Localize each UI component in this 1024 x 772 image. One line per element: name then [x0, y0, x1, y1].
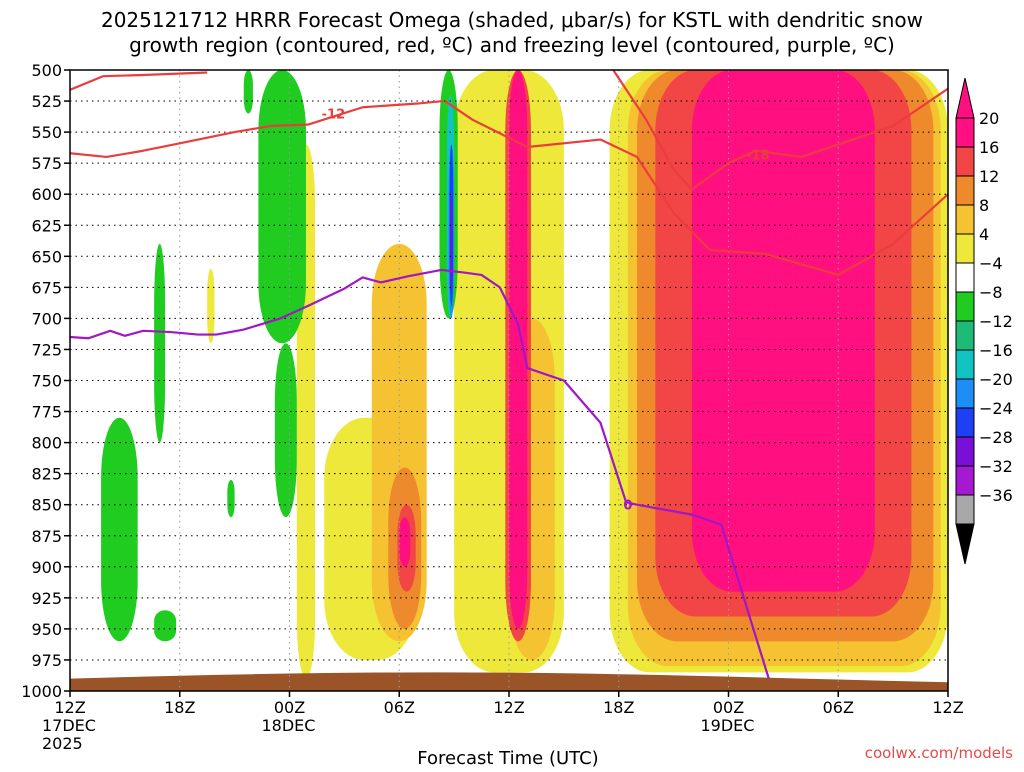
y-tick-label-575: 575 — [31, 154, 62, 173]
y-tick-label-875: 875 — [31, 527, 62, 546]
x-tick-label-18-0: 06Z — [384, 698, 415, 717]
colorbar-label-8: −16 — [979, 341, 1013, 360]
omega-region-28 — [691, 70, 875, 592]
colorbar-label-6: −8 — [979, 283, 1003, 302]
colorbar-label-2: 12 — [979, 167, 999, 186]
omega-region-3 — [101, 417, 138, 642]
credit-text: coolwx.com/models — [865, 744, 1013, 762]
grid-lines — [70, 70, 948, 691]
colorbar-label-1: 16 — [979, 138, 999, 157]
y-tick-label-950: 950 — [31, 620, 62, 639]
colorbar-swatch-13 — [955, 494, 975, 525]
axes: 500 525 550 575 600 625 650 675 700 725 750 775 800 8… — [21, 61, 963, 753]
omega-region-18 — [509, 70, 528, 629]
y-tick-label-1000: 1000 — [21, 682, 62, 701]
x-tick-label-0-2: 2025 — [42, 734, 83, 753]
dgz-label-minus18: -18 — [746, 148, 770, 163]
colorbar-label-12: −32 — [979, 457, 1013, 476]
colorbar-swatch-1 — [955, 146, 975, 177]
omega-region-6 — [243, 70, 253, 114]
colorbar-swatch-7 — [955, 320, 975, 351]
y-tick-label-550: 550 — [31, 123, 62, 142]
chart-title-line1: 2025121712 HRRR Forecast Omega (shaded, … — [101, 8, 923, 32]
colorbar-swatch-4 — [955, 233, 975, 264]
dgz-contour-1 — [70, 99, 444, 159]
omega-shading — [101, 70, 948, 679]
y-tick-label-525: 525 — [31, 92, 62, 111]
colorbar-swatch-12 — [955, 465, 975, 496]
y-tick-label-675: 675 — [31, 278, 62, 297]
y-tick-label-600: 600 — [31, 185, 62, 204]
x-tick-label-0-1: 17DEC — [42, 716, 96, 735]
y-tick-label-825: 825 — [31, 465, 62, 484]
y-tick-label-700: 700 — [31, 309, 62, 328]
x-axis-label: Forecast Time (UTC) — [417, 748, 598, 768]
omega-region-1 — [258, 70, 306, 344]
colorbar-swatch-11 — [955, 436, 975, 467]
omega-region-14 — [399, 517, 411, 567]
y-tick-label-900: 900 — [31, 558, 62, 577]
dgz-label-minus12: -12 — [322, 107, 346, 122]
x-tick-label-24-0: 12Z — [493, 698, 524, 717]
dgz-contour-0 — [70, 71, 208, 91]
freezing-level-line — [70, 268, 770, 679]
x-tick-label-48-0: 12Z — [932, 698, 963, 717]
omega-region-5 — [154, 243, 166, 443]
x-tick-label-0-0: 12Z — [54, 698, 85, 717]
colorbar-top-arrow — [955, 77, 975, 119]
colorbar-label-7: −12 — [979, 312, 1013, 331]
x-tick-label-36-1: 19DEC — [701, 716, 755, 735]
omega-region-4 — [154, 610, 177, 642]
y-tick-label-750: 750 — [31, 372, 62, 391]
x-tick-label-12-1: 18DEC — [262, 716, 316, 735]
colorbar-swatch-0 — [955, 117, 975, 148]
colorbar-label-0: 20 — [979, 109, 999, 128]
colorbar-swatch-8 — [955, 349, 975, 380]
colorbar: 20 16 12 8 4 −4 −8 −12 −16 −20 −24 −28 −32 −36 — [955, 77, 1013, 565]
y-tick-label-725: 725 — [31, 340, 62, 359]
omega-region-7 — [227, 479, 235, 518]
y-tick-label-500: 500 — [31, 61, 62, 80]
colorbar-label-10: −24 — [979, 399, 1013, 418]
x-tick-label-42-0: 06Z — [823, 698, 854, 717]
colorbar-label-11: −28 — [979, 428, 1013, 447]
y-tick-label-775: 775 — [31, 403, 62, 422]
colorbar-swatch-5 — [955, 262, 975, 293]
y-tick-label-850: 850 — [31, 496, 62, 515]
x-tick-label-12-0: 00Z — [274, 698, 305, 717]
colorbar-swatch-3 — [955, 204, 975, 235]
colorbar-label-3: 8 — [979, 196, 989, 215]
colorbar-swatch-6 — [955, 291, 975, 322]
colorbar-label-9: −20 — [979, 370, 1013, 389]
colorbar-bottom-arrow — [955, 523, 975, 565]
y-tick-label-650: 650 — [31, 247, 62, 266]
colorbar-swatch-2 — [955, 175, 975, 206]
chart-title-line2: growth region (contoured, red, ºC) and f… — [129, 33, 895, 57]
colorbar-label-4: 4 — [979, 225, 989, 244]
colorbar-label-5: −4 — [979, 254, 1003, 273]
colorbar-swatch-10 — [955, 407, 975, 438]
x-tick-label-36-0: 00Z — [713, 698, 744, 717]
omega-region-2 — [274, 343, 297, 518]
omega-region-8 — [207, 268, 215, 344]
freezing-level-label: 0 — [623, 499, 632, 514]
dgz-contour-3 — [612, 70, 948, 191]
omega-region-23 — [450, 194, 453, 294]
x-tick-label-30-0: 18Z — [603, 698, 634, 717]
y-tick-label-925: 925 — [31, 589, 62, 608]
x-tick-label-6-0: 18Z — [164, 698, 195, 717]
colorbar-label-13: −36 — [979, 486, 1013, 505]
dgz-contour-2 — [444, 100, 948, 277]
contour-lines: -12 -18 0 — [70, 70, 948, 679]
y-tick-label-975: 975 — [31, 651, 62, 670]
y-tick-label-800: 800 — [31, 434, 62, 453]
y-tick-label-625: 625 — [31, 216, 62, 235]
colorbar-swatch-9 — [955, 378, 975, 409]
